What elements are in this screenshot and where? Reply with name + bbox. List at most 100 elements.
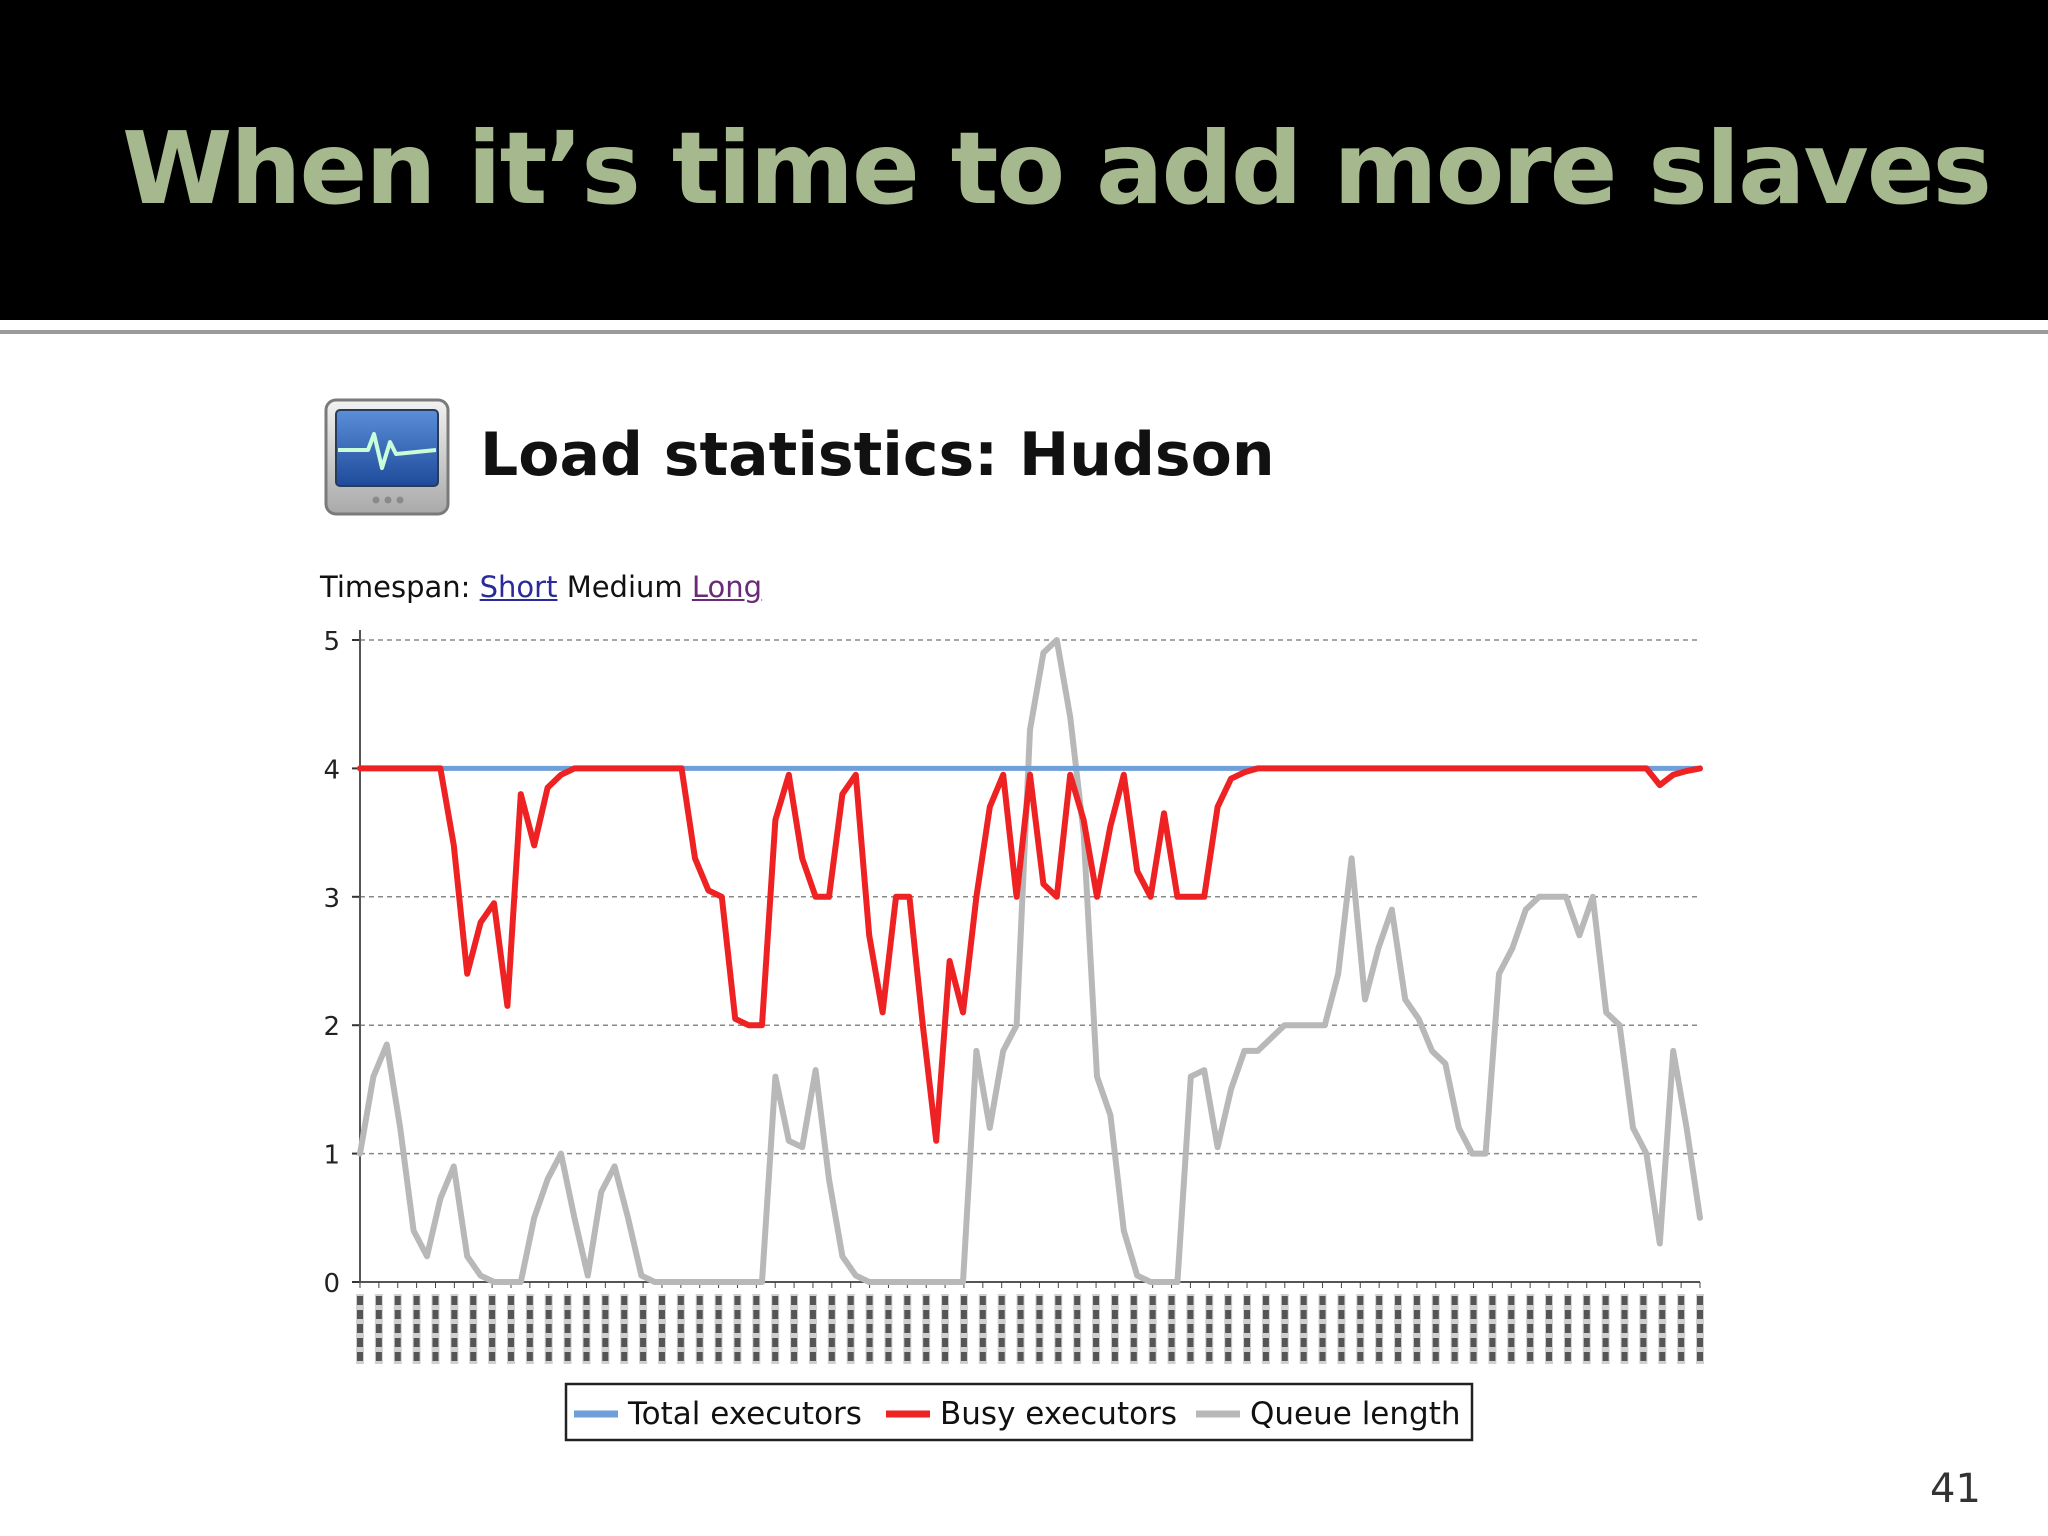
x-tick-glyph bbox=[960, 1310, 967, 1319]
x-tick-glyph bbox=[1225, 1324, 1232, 1333]
x-tick-glyph bbox=[1149, 1310, 1156, 1319]
x-tick-glyph bbox=[1017, 1324, 1024, 1333]
x-tick-glyph bbox=[1017, 1310, 1024, 1319]
x-tick-glyph bbox=[1168, 1338, 1175, 1347]
x-tick-glyph bbox=[1602, 1324, 1609, 1333]
x-tick-glyph bbox=[1602, 1296, 1609, 1305]
x-tick-glyph bbox=[658, 1324, 665, 1333]
timespan-long-link[interactable]: Long bbox=[691, 570, 763, 604]
x-tick-glyph bbox=[1432, 1338, 1439, 1347]
y-tick-label: 4 bbox=[323, 755, 340, 785]
x-tick-glyph bbox=[866, 1324, 873, 1333]
x-tick-glyph bbox=[1130, 1324, 1137, 1333]
legend-label: Busy executors bbox=[940, 1396, 1177, 1432]
x-tick-glyph bbox=[1546, 1310, 1553, 1319]
x-tick-glyph bbox=[923, 1324, 930, 1333]
x-tick-glyph bbox=[1451, 1310, 1458, 1319]
x-tick-glyph bbox=[885, 1324, 892, 1333]
x-tick-glyph bbox=[1300, 1324, 1307, 1333]
x-tick-glyph bbox=[1376, 1352, 1383, 1361]
x-tick-glyph bbox=[1432, 1352, 1439, 1361]
x-tick-glyph bbox=[923, 1310, 930, 1319]
timespan-label: Timespan: bbox=[320, 570, 471, 604]
x-tick-glyph bbox=[394, 1324, 401, 1333]
x-tick-glyph bbox=[1206, 1338, 1213, 1347]
x-tick-glyph bbox=[1262, 1296, 1269, 1305]
x-tick-glyph bbox=[1338, 1352, 1345, 1361]
x-tick-glyph bbox=[942, 1324, 949, 1333]
x-tick-glyph bbox=[791, 1338, 798, 1347]
x-tick-glyph bbox=[791, 1296, 798, 1305]
x-tick-glyph bbox=[413, 1352, 420, 1361]
x-tick-glyph bbox=[1678, 1338, 1685, 1347]
x-tick-glyph bbox=[1187, 1352, 1194, 1361]
x-tick-glyph bbox=[1546, 1338, 1553, 1347]
y-tick-label: 5 bbox=[323, 627, 340, 657]
x-tick-glyph bbox=[1527, 1338, 1534, 1347]
x-tick-glyph bbox=[432, 1310, 439, 1319]
x-tick-glyph bbox=[866, 1296, 873, 1305]
x-tick-glyph bbox=[489, 1296, 496, 1305]
x-tick-glyph bbox=[904, 1324, 911, 1333]
x-tick-glyph bbox=[1225, 1352, 1232, 1361]
x-tick-glyph bbox=[545, 1296, 552, 1305]
x-tick-glyph bbox=[828, 1352, 835, 1361]
x-tick-glyph bbox=[696, 1310, 703, 1319]
x-tick-glyph bbox=[904, 1338, 911, 1347]
x-tick-glyph bbox=[526, 1296, 533, 1305]
x-tick-glyph bbox=[1678, 1352, 1685, 1361]
x-tick-glyph bbox=[658, 1296, 665, 1305]
x-tick-glyph bbox=[1564, 1324, 1571, 1333]
x-tick-glyph bbox=[1338, 1338, 1345, 1347]
x-tick-glyph bbox=[1395, 1352, 1402, 1361]
x-tick-glyph bbox=[1017, 1296, 1024, 1305]
x-tick-glyph bbox=[1432, 1310, 1439, 1319]
x-tick-glyph bbox=[1017, 1338, 1024, 1347]
x-tick-glyph bbox=[677, 1338, 684, 1347]
x-tick-glyph bbox=[1564, 1338, 1571, 1347]
x-tick-glyph bbox=[564, 1352, 571, 1361]
x-tick-glyph bbox=[1546, 1324, 1553, 1333]
x-tick-glyph bbox=[470, 1310, 477, 1319]
x-tick-glyph bbox=[904, 1296, 911, 1305]
x-tick-glyph bbox=[1338, 1310, 1345, 1319]
x-tick-glyph bbox=[621, 1352, 628, 1361]
x-tick-glyph bbox=[1413, 1324, 1420, 1333]
x-tick-glyph bbox=[885, 1352, 892, 1361]
x-tick-glyph bbox=[451, 1338, 458, 1347]
x-tick-glyph bbox=[753, 1324, 760, 1333]
x-tick-glyph bbox=[960, 1324, 967, 1333]
x-tick-glyph bbox=[489, 1338, 496, 1347]
timespan-short-link[interactable]: Short bbox=[479, 570, 558, 604]
x-tick-glyph bbox=[1036, 1352, 1043, 1361]
x-tick-glyph bbox=[602, 1338, 609, 1347]
x-tick-glyph bbox=[1697, 1352, 1703, 1361]
x-tick-glyph bbox=[885, 1338, 892, 1347]
x-tick-glyph bbox=[583, 1324, 590, 1333]
x-tick-glyph bbox=[904, 1352, 911, 1361]
x-tick-glyph bbox=[791, 1310, 798, 1319]
x-tick-glyph bbox=[545, 1338, 552, 1347]
x-tick-glyph bbox=[1281, 1296, 1288, 1305]
x-tick-glyph bbox=[772, 1296, 779, 1305]
x-tick-glyph bbox=[1678, 1296, 1685, 1305]
x-tick-glyph bbox=[1017, 1352, 1024, 1361]
x-tick-glyph bbox=[1602, 1352, 1609, 1361]
x-tick-glyph bbox=[998, 1310, 1005, 1319]
x-tick-glyph bbox=[1036, 1310, 1043, 1319]
x-tick-glyph bbox=[375, 1296, 382, 1305]
x-tick-glyph bbox=[1546, 1296, 1553, 1305]
x-tick-glyph bbox=[1413, 1310, 1420, 1319]
x-tick-glyph bbox=[1395, 1324, 1402, 1333]
x-tick-glyph bbox=[696, 1296, 703, 1305]
x-tick-glyph bbox=[1319, 1310, 1326, 1319]
x-tick-glyph bbox=[1262, 1324, 1269, 1333]
x-tick-glyph bbox=[375, 1352, 382, 1361]
x-tick-glyph bbox=[960, 1352, 967, 1361]
title-divider bbox=[0, 330, 2048, 334]
x-tick-glyph bbox=[1093, 1296, 1100, 1305]
x-tick-glyph bbox=[432, 1352, 439, 1361]
x-tick-glyph bbox=[1413, 1338, 1420, 1347]
x-tick-glyph bbox=[583, 1296, 590, 1305]
x-tick-glyph bbox=[1527, 1296, 1534, 1305]
